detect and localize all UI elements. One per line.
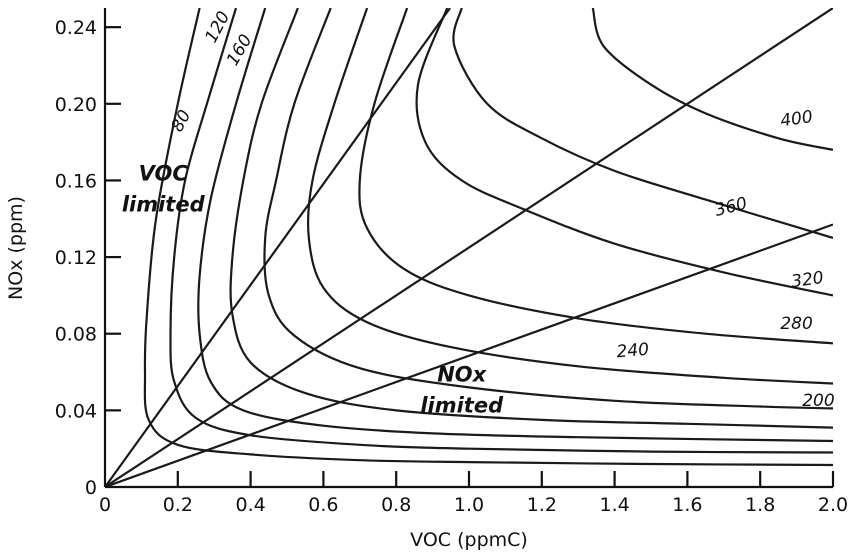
- x-tick-label-0.6: 0.6: [308, 494, 338, 516]
- x-tick-label-1.8: 1.8: [745, 494, 775, 516]
- x-axis-ticks: 0 0.2 0.4 0.6 0.8 1.0 1.2 1.4 1.6 1.8 2.0: [99, 471, 848, 516]
- isopleth-160: [197, 8, 833, 443]
- isopleth-200: [263, 8, 833, 410]
- isopleth-240: [306, 8, 833, 385]
- isopleth-unlabeled-3: [229, 8, 833, 429]
- ratio-line-1: [105, 8, 451, 487]
- y-tick-label-0: 0: [85, 477, 97, 499]
- nox-limited-label-line-1: NOx: [437, 363, 487, 387]
- voc-limited-label-line-1: VOC: [139, 161, 189, 185]
- contour-360-label: 360: [713, 194, 749, 221]
- isopleth-80: [143, 8, 833, 467]
- nox-limited-label-line-2: limited: [420, 394, 504, 418]
- x-tick-label-2.0: 2.0: [818, 494, 848, 516]
- y-tick-label-0.16: 0.16: [55, 170, 97, 192]
- ratio-line-2: [105, 8, 833, 487]
- y-axis-title: NOx (ppm): [5, 196, 27, 300]
- x-tick-label-0.4: 0.4: [235, 494, 265, 516]
- plot-area: [105, 8, 833, 487]
- y-axis-ticks: 0 0.04 0.08 0.12 0.16 0.20 0.24: [55, 17, 121, 499]
- isopleth-360: [452, 8, 833, 239]
- x-tick-label-0.8: 0.8: [381, 494, 411, 516]
- x-tick-label-1.4: 1.4: [599, 494, 629, 516]
- x-axis-title: VOC (ppmC): [410, 529, 528, 551]
- isopleth-400: [591, 8, 833, 151]
- contour-280-label: 280: [780, 314, 812, 334]
- isopleth-120: [169, 8, 833, 454]
- y-tick-label-0.04: 0.04: [55, 400, 97, 422]
- ratio-line-3: [105, 223, 833, 487]
- y-tick-label-0.12: 0.12: [55, 247, 97, 269]
- contour-320-label: 320: [790, 268, 825, 292]
- contour-240-label: 240: [616, 340, 650, 363]
- contour-200-label: 200: [802, 391, 834, 411]
- x-tick-label-1.0: 1.0: [454, 494, 484, 516]
- contour-400-label: 400: [779, 107, 814, 131]
- x-tick-label-0.2: 0.2: [163, 494, 193, 516]
- x-tick-label-1.2: 1.2: [527, 494, 557, 516]
- x-tick-label-0: 0: [99, 494, 111, 516]
- y-tick-label-0.24: 0.24: [55, 17, 97, 39]
- y-tick-label-0.20: 0.20: [55, 94, 97, 116]
- isopleth-280: [358, 8, 833, 345]
- chart-labels: 80120160200240280320360400VOClimitedNOxl…: [122, 8, 835, 417]
- y-tick-label-0.08: 0.08: [55, 324, 97, 346]
- x-tick-label-1.6: 1.6: [672, 494, 702, 516]
- isopleth-320: [415, 8, 833, 297]
- voc-limited-label-line-2: limited: [122, 192, 206, 216]
